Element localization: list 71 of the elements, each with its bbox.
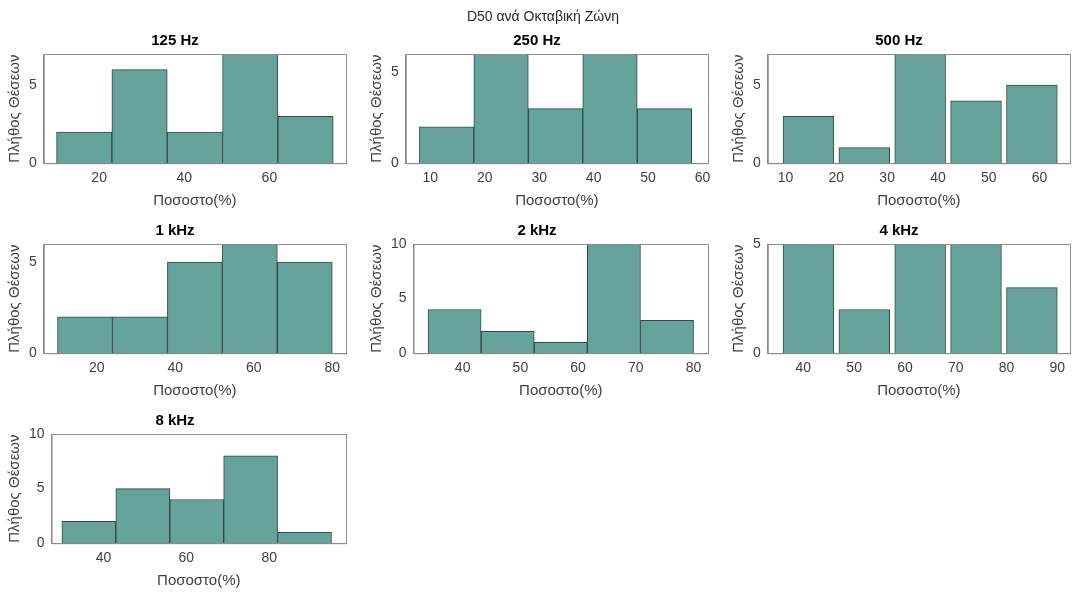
x-tick-label: 10 [777, 169, 794, 186]
x-tick-label: 60 [178, 549, 195, 566]
x-tick-label: 60 [570, 359, 587, 376]
x-axis-title: Ποσοστο(%) [515, 191, 599, 209]
y-tick-label: 5 [398, 289, 407, 306]
y-tick-label: 10 [28, 424, 45, 441]
x-tick-label: 80 [261, 549, 278, 566]
x-tick-label: 50 [846, 359, 863, 376]
x-axis-title: Ποσοστο(%) [877, 191, 961, 209]
y-tick-label: 5 [390, 63, 399, 80]
chart-title: 250 Hz [513, 31, 561, 49]
x-tick-label: 60 [1031, 169, 1048, 186]
chart-title: 2 kHz [517, 221, 557, 239]
y-tick-label: 0 [28, 154, 37, 171]
chart-title: 500 Hz [875, 31, 923, 49]
x-tick-label: 20 [91, 169, 108, 186]
x-tick-label: 60 [245, 359, 262, 376]
y-axis-title: Πλήθος Θέσεων [367, 244, 385, 353]
x-axis-title: Ποσοστο(%) [157, 571, 241, 589]
x-tick-label: 40 [176, 169, 193, 186]
y-axis-title: Πλήθος Θέσεων [729, 244, 747, 353]
x-tick-label: 50 [980, 169, 997, 186]
x-tick-label: 50 [640, 169, 657, 186]
y-axis-title: Πλήθος Θέσεων [5, 434, 23, 543]
chart-title: 1 kHz [155, 221, 195, 239]
x-tick-label: 30 [531, 169, 548, 186]
y-tick-label: 0 [398, 344, 407, 361]
y-tick-label: 5 [28, 76, 37, 93]
x-axis-title: Ποσοστο(%) [519, 381, 603, 399]
x-axis-title: Ποσοστο(%) [153, 381, 237, 399]
y-tick-label: 0 [752, 154, 761, 171]
y-tick-label: 5 [36, 479, 45, 496]
x-tick-label: 90 [1049, 359, 1066, 376]
x-tick-label: 20 [828, 169, 845, 186]
y-tick-label: 0 [36, 534, 45, 551]
y-tick-label: 5 [752, 234, 761, 251]
chart-title: 4 kHz [879, 221, 919, 239]
x-tick-label: 20 [476, 169, 493, 186]
text: D50 ανά Οκταβική Ζώνη [465, 8, 621, 24]
x-tick-label: 40 [585, 169, 602, 186]
x-tick-label: 40 [930, 169, 946, 186]
x-axis-title: Ποσοστο(%) [877, 381, 961, 399]
x-tick-label: 60 [694, 169, 711, 186]
x-tick-label: 40 [795, 359, 812, 376]
x-tick-label: 30 [879, 169, 896, 186]
x-tick-label: 20 [88, 359, 105, 376]
x-axis-title: Ποσοστο(%) [153, 191, 237, 209]
x-tick-label: 60 [261, 169, 278, 186]
x-tick-label: 80 [685, 359, 702, 376]
x-tick-label: 40 [167, 359, 184, 376]
y-axis-title: Πλήθος Θέσεων [5, 244, 23, 353]
y-axis-title: Πλήθος Θέσεων [729, 54, 747, 163]
x-tick-label: 40 [95, 549, 112, 566]
y-axis-title: Πλήθος Θέσεων [367, 54, 385, 163]
y-tick-label: 0 [752, 344, 761, 361]
y-tick-label: 5 [28, 253, 37, 270]
x-tick-label: 10 [422, 169, 439, 186]
x-tick-label: 40 [454, 359, 471, 376]
x-tick-label: 70 [947, 359, 964, 376]
x-tick-label: 60 [897, 359, 913, 376]
y-tick-label: 10 [390, 234, 407, 251]
x-tick-label: 70 [628, 359, 644, 376]
y-tick-label: 0 [28, 344, 37, 361]
x-tick-label: 50 [512, 359, 529, 376]
y-axis-title: Πλήθος Θέσεων [5, 54, 23, 163]
chart-title: 8 kHz [155, 411, 195, 429]
chart-title: 125 Hz [151, 31, 199, 49]
x-tick-label: 80 [998, 359, 1015, 376]
y-tick-label: 0 [390, 154, 399, 171]
x-tick-label: 80 [324, 359, 341, 376]
y-tick-label: 5 [752, 76, 761, 93]
